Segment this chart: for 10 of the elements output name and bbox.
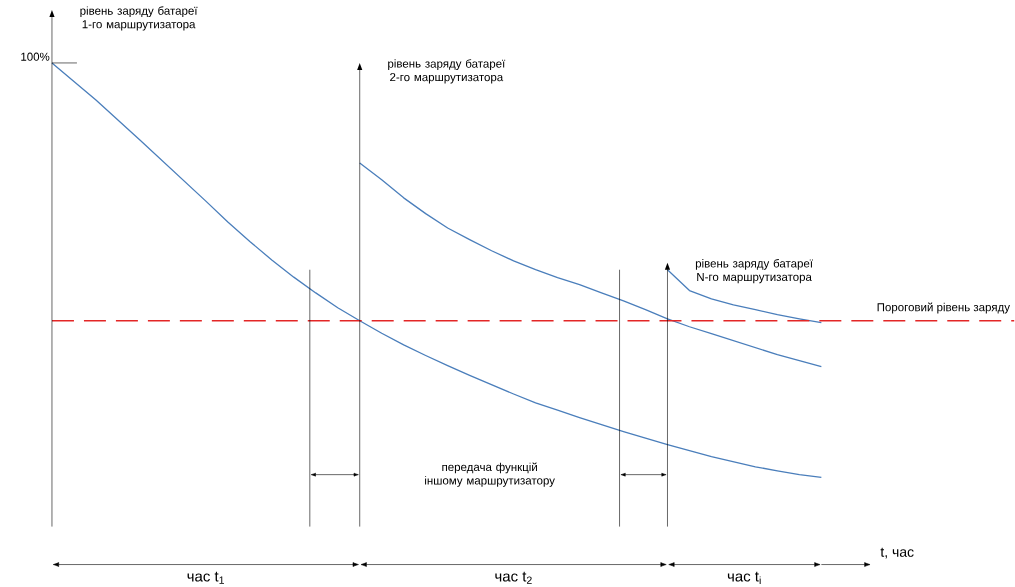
- text: 100%: [21, 52, 50, 61]
- annotation: рівень заряду батареї N-го маршрутизатора: [695, 259, 813, 284]
- x-axis-title: t, час: [880, 547, 914, 559]
- annotation: передача функцій іншому маршрутизатору: [425, 462, 555, 488]
- ref-line-label: Пороговий рівень заряду: [877, 302, 1010, 314]
- text: час t$_{2}$: [495, 571, 532, 585]
- text: рівень заряду батареї 1-го маршрутизатора: [80, 6, 198, 31]
- annotation: рівень заряду батареї 2-го маршрутизатора: [388, 59, 506, 84]
- text: час t$_{1}$: [187, 571, 224, 584]
- text: час t$_{i}$: [727, 571, 761, 585]
